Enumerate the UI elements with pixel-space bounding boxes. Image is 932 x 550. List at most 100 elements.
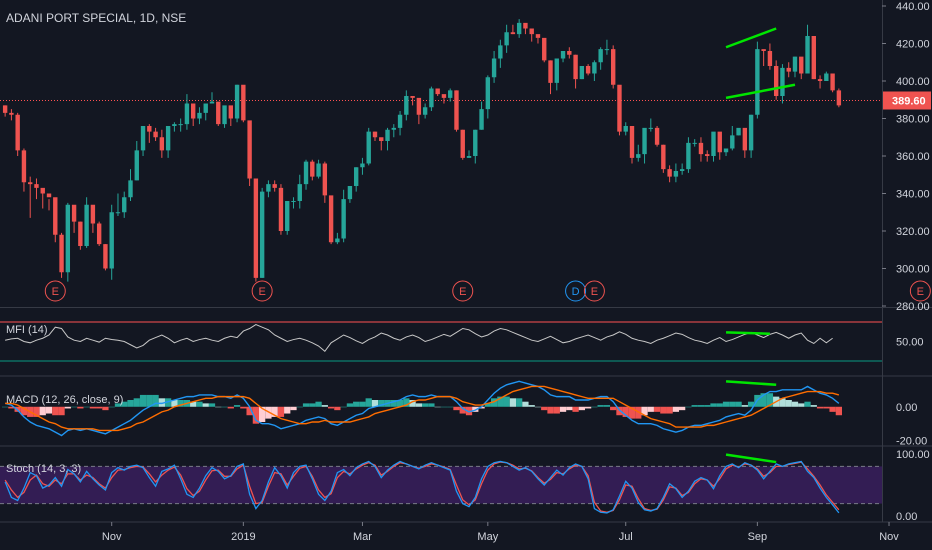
candle-body[interactable] [422,107,428,115]
candle-body[interactable] [661,144,666,170]
candle-body[interactable] [59,234,64,273]
candle-body[interactable] [228,105,233,119]
macd-pane[interactable] [2,380,842,437]
candle-body[interactable] [799,56,804,74]
candle-body[interactable] [303,161,309,185]
candle-body[interactable] [673,171,679,177]
candle-body[interactable] [253,178,259,278]
candle-body[interactable] [84,204,89,246]
candle-body[interactable] [755,49,760,115]
candle-body[interactable] [629,126,635,158]
candle-body[interactable] [523,22,528,29]
candle-body[interactable] [441,94,447,98]
candle-body[interactable] [567,51,572,55]
candle-body[interactable] [366,131,371,164]
candle-body[interactable] [748,114,754,151]
candle-body[interactable] [730,135,735,149]
candle-body[interactable] [347,186,353,200]
candle-body[interactable] [698,142,704,155]
candle-body[interactable] [379,137,384,141]
candle-body[interactable] [836,90,842,106]
candle-body[interactable] [165,126,171,151]
candle-body[interactable] [360,163,365,168]
event-marker[interactable] [909,280,931,302]
macd-signal-line[interactable] [5,385,840,432]
candle-body[interactable] [692,142,697,144]
candle-body[interactable] [241,84,246,121]
candle-body[interactable] [654,127,660,145]
candle-body[interactable] [623,126,628,132]
mfi-pane[interactable] [0,321,882,362]
candle-body[interactable] [15,114,20,151]
candle-body[interactable] [711,131,716,156]
candle-body[interactable] [2,105,8,113]
candle-body[interactable] [460,129,465,158]
candle-body[interactable] [723,148,729,153]
candle-body[interactable] [134,150,139,181]
candle-body[interactable] [529,28,534,35]
candle-body[interactable] [285,201,290,231]
candle-body[interactable] [473,129,478,156]
candle-body[interactable] [560,51,566,59]
candle-body[interactable] [53,197,58,235]
candle-body[interactable] [542,37,547,61]
candle-body[interactable] [28,182,33,185]
candle-body[interactable] [128,180,133,198]
mfi-line[interactable] [5,324,833,352]
stoch-k-line[interactable] [4,460,840,514]
candle-body[interactable] [115,212,121,214]
candle-body[interactable] [491,58,497,78]
candle-body[interactable] [140,126,146,151]
candle-body[interactable] [216,101,221,125]
candle-body[interactable] [109,212,114,269]
candle-body[interactable] [548,60,553,83]
candle-body[interactable] [761,49,766,51]
candle-body[interactable] [353,167,359,186]
trendline[interactable] [725,83,796,100]
candle-body[interactable] [103,244,108,269]
stoch-trendline[interactable] [725,453,777,464]
candle-body[interactable] [40,187,45,194]
candle-body[interactable] [736,127,741,136]
candle-body[interactable] [516,22,522,35]
candle-body[interactable] [535,34,541,38]
candle-body[interactable] [391,127,396,130]
candle-body[interactable] [611,49,616,85]
candle-body[interactable] [266,184,271,192]
event-marker[interactable] [251,280,273,302]
candle-body[interactable] [830,73,835,91]
candle-body[interactable] [485,77,491,110]
candle-body[interactable] [372,131,378,138]
candle-body[interactable] [291,201,296,202]
candle-body[interactable] [585,66,591,74]
stoch-pane[interactable] [0,453,882,514]
candle-body[interactable] [316,163,321,177]
candle-body[interactable] [278,187,284,231]
candle-body[interactable] [554,58,559,83]
candle-body[interactable] [617,84,622,132]
candle-body[interactable] [604,49,610,51]
candle-body[interactable] [272,184,277,188]
candle-body[interactable] [410,96,415,98]
candle-body[interactable] [448,90,453,98]
candle-body[interactable] [78,221,83,246]
candle-body[interactable] [579,66,585,80]
candle-body[interactable] [259,191,265,278]
candle-body[interactable] [717,131,722,153]
candle-body[interactable] [247,120,252,179]
macd-trendline[interactable] [725,380,777,387]
candle-body[interactable] [65,204,71,273]
candle-body[interactable] [341,199,346,239]
candle-body[interactable] [297,184,302,201]
candle-body[interactable] [153,131,158,138]
candle-body[interactable] [498,45,503,59]
candle-body[interactable] [648,127,653,129]
candle-body[interactable] [786,67,791,72]
candle-body[interactable] [504,32,509,46]
candle-body[interactable] [429,88,434,108]
trendline[interactable] [725,27,777,49]
candle-body[interactable] [122,197,127,213]
candle-body[interactable] [21,150,27,183]
candle-body[interactable] [335,238,340,243]
candle-body[interactable] [46,193,52,198]
